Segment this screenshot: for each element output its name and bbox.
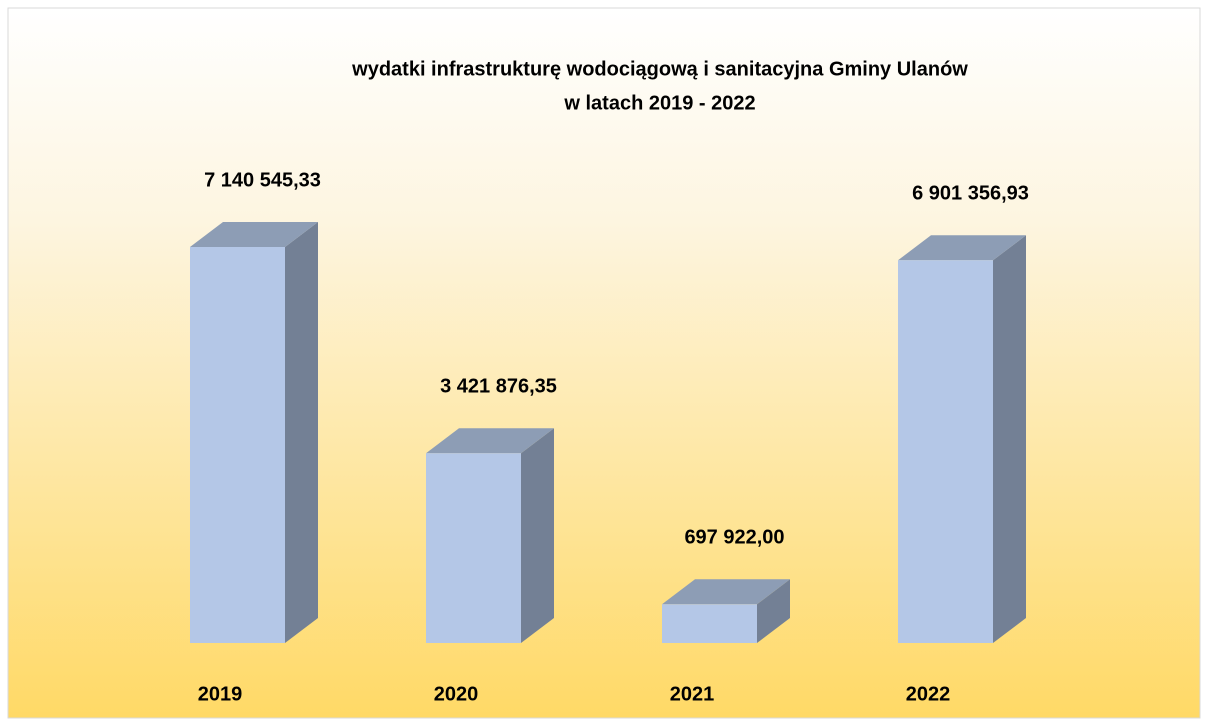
data-label: 3 421 876,35: [440, 376, 557, 398]
x-tick-label: 2019: [198, 683, 243, 705]
bar-side: [757, 579, 790, 643]
bar-top: [898, 235, 1026, 261]
bar-top: [426, 428, 554, 454]
bar: [662, 604, 757, 643]
data-label: 697 922,00: [684, 527, 784, 549]
chart-title: w latach 2019 - 2022: [563, 92, 755, 114]
x-tick-label: 2021: [670, 683, 715, 705]
data-label: 6 901 356,93: [912, 183, 1029, 205]
chart-title: wydatki infrastrukturę wodociągową i san…: [351, 58, 968, 80]
x-tick-label: 2020: [434, 683, 479, 705]
data-label: 7 140 545,33: [204, 169, 321, 191]
bar: [190, 247, 285, 643]
bar: [426, 453, 521, 643]
bar-side: [521, 428, 554, 643]
bar-side: [285, 222, 318, 643]
x-tick-label: 2022: [906, 683, 951, 705]
bar: [898, 260, 993, 643]
bar-top: [190, 222, 318, 247]
bar-side: [993, 235, 1026, 643]
bar-top: [662, 579, 790, 605]
